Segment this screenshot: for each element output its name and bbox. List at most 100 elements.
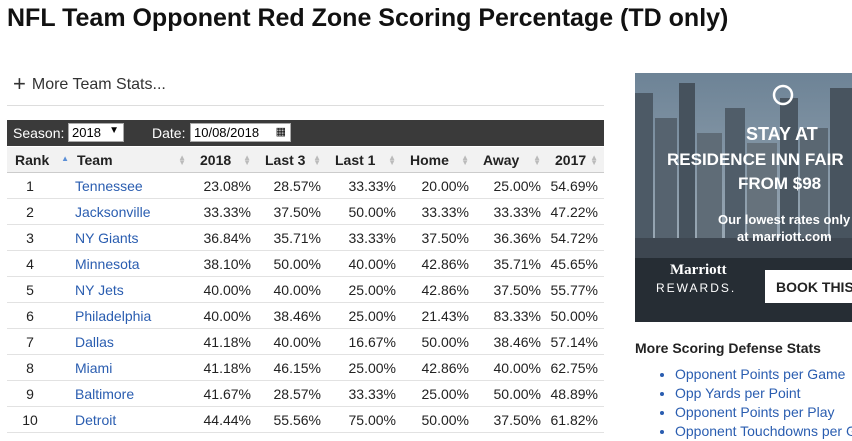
team-cell[interactable]: Miami (69, 354, 192, 381)
value-cell: 61.82% (547, 406, 604, 433)
column-header[interactable]: Away ▲ ▼ (475, 147, 547, 173)
table-row: 10 Detroit 44.44% 55.56% 75.00% 50.00% 37.50% 6… (7, 406, 604, 433)
table-row: 5 NY Jets 40.00% 40.00% 25.00% 42.86% 37.50% 55… (7, 276, 604, 303)
value-cell: 37.50% (475, 406, 547, 433)
season-select[interactable]: 2018 ▼ (68, 123, 124, 142)
advertisement[interactable]: STAY AT RESIDENCE INN FAIR FROM $98 Our … (635, 73, 852, 322)
value-cell: 16.67% (327, 328, 402, 355)
value-cell: 21.43% (402, 302, 475, 329)
value-cell: 50.00% (257, 250, 327, 277)
value-cell: 83.33% (475, 302, 547, 329)
value-cell: 33.33% (475, 198, 547, 225)
value-cell: 75.00% (327, 406, 402, 433)
value-cell: 50.00% (402, 406, 475, 433)
value-cell: 25.00% (402, 380, 475, 407)
ad-cta[interactable]: BOOK THIS (776, 279, 852, 295)
column-header[interactable]: Team ▲ ▼ (69, 147, 192, 173)
team-cell[interactable]: NY Jets (69, 276, 192, 303)
sort-icon: ▲ ▼ (590, 153, 598, 167)
dropdown-arrow: ▼ (109, 125, 119, 136)
team-cell[interactable]: Tennessee (69, 172, 192, 199)
value-cell: 38.46% (257, 302, 327, 329)
value-cell: 57.14% (547, 328, 604, 355)
value-cell: 54.72% (547, 224, 604, 251)
page-title: NFL Team Opponent Red Zone Scoring Perce… (7, 4, 729, 32)
date-label: Date: (152, 125, 186, 141)
sort-icon: ▲ ▼ (243, 153, 251, 167)
rank-cell: 1 (7, 172, 69, 199)
more-stats-text[interactable]: More Team Stats... (31, 76, 166, 93)
value-cell: 42.86% (402, 354, 475, 381)
value-cell: 25.00% (327, 302, 402, 329)
sort-icon: ▲ ▼ (388, 153, 396, 167)
value-cell: 33.33% (192, 198, 257, 225)
value-cell: 25.00% (327, 354, 402, 381)
season-value: 2018 (72, 125, 101, 140)
team-cell[interactable]: Baltimore (69, 380, 192, 407)
value-cell: 23.08% (192, 172, 257, 199)
sidebar-link[interactable]: Opponent Points per Play (675, 403, 852, 422)
sort-icon: ▲ ▼ (178, 153, 186, 167)
ad-brand: REWARDS. (656, 281, 737, 295)
value-cell: 38.10% (192, 250, 257, 277)
value-cell: 33.33% (402, 198, 475, 225)
column-header-text: Team (77, 151, 113, 168)
column-header[interactable]: 2018 ▲ ▼ (192, 147, 257, 173)
ad-line: at marriott.com (737, 229, 832, 244)
value-cell: 40.00% (192, 302, 257, 329)
more-stats-link[interactable]: + More Team Stats... (13, 71, 166, 97)
rank-cell: 5 (7, 276, 69, 303)
ad-line: RESIDENCE INN FAIR (667, 150, 844, 169)
value-cell: 50.00% (327, 198, 402, 225)
team-cell[interactable]: Minnesota (69, 250, 192, 277)
column-header-text: Last 1 (335, 151, 376, 168)
rank-cell: 9 (7, 380, 69, 407)
value-cell: 20.00% (402, 172, 475, 199)
sort-icon: ▲ ▼ (461, 153, 469, 167)
ad-graphic (635, 73, 852, 322)
team-cell[interactable]: NY Giants (69, 224, 192, 251)
column-header[interactable]: 2017 ▲ ▼ (547, 147, 604, 173)
team-cell[interactable]: Jacksonville (69, 198, 192, 225)
value-cell: 40.00% (475, 354, 547, 381)
ad-line: FROM $98 (738, 174, 822, 193)
value-cell: 33.33% (327, 172, 402, 199)
ad-line: STAY AT (746, 124, 818, 144)
column-header[interactable]: Last 1 ▲ ▼ (327, 147, 402, 173)
value-cell: 35.71% (257, 224, 327, 251)
sidebar-link[interactable]: Opp Yards per Point (675, 384, 852, 403)
value-cell: 40.00% (327, 250, 402, 277)
divider (7, 105, 604, 106)
value-cell: 42.86% (402, 276, 475, 303)
column-header-text: Last 3 (265, 151, 306, 168)
column-header[interactable]: Last 3 ▲ ▼ (257, 147, 327, 173)
value-cell: 28.57% (257, 172, 327, 199)
sidebar-link[interactable]: Opponent Points per Game (675, 365, 852, 384)
table-row: 1 Tennessee 23.08% 28.57% 33.33% 20.00% 25.00%… (7, 172, 604, 199)
value-cell: 37.50% (257, 198, 327, 225)
team-cell[interactable]: Dallas (69, 328, 192, 355)
ad-text: STAY AT RESIDENCE INN FAIR FROM $98 Our … (635, 73, 852, 322)
team-cell[interactable]: Detroit (69, 406, 192, 433)
team-cell[interactable]: Philadelphia (69, 302, 192, 329)
table-row: 7 Dallas 41.18% 40.00% 16.67% 50.00% 38.46% 57.… (7, 328, 604, 355)
column-header[interactable]: Rank ▲ (7, 147, 69, 173)
sort-icon: ▲ ▼ (533, 153, 541, 167)
table-row: 4 Minnesota 38.10% 50.00% 40.00% 42.86% 35.71%… (7, 250, 604, 277)
column-header-text: Rank (15, 151, 50, 168)
value-cell: 33.33% (327, 380, 402, 407)
value-cell: 50.00% (547, 302, 604, 329)
table-row: 6 Philadelphia 40.00% 38.46% 25.00% 21.43% 83.… (7, 302, 604, 329)
column-header[interactable]: Home ▲ ▼ (402, 147, 475, 173)
table-body: 1 Tennessee 23.08% 28.57% 33.33% 20.00% 25.00%… (7, 172, 604, 433)
value-cell: 25.00% (475, 172, 547, 199)
column-header-text: Away (483, 151, 520, 168)
value-cell: 40.00% (257, 328, 327, 355)
date-input[interactable]: 10/08/2018 ▦ (190, 123, 291, 142)
value-cell: 37.50% (402, 224, 475, 251)
column-header-text: 2017 (555, 151, 587, 168)
table-row: 3 NY Giants 36.84% 35.71% 33.33% 37.50% 36.36%… (7, 224, 604, 251)
value-cell: 33.33% (327, 224, 402, 251)
sidebar-link[interactable]: Opponent Touchdowns per Game (675, 422, 852, 441)
filter-bar: Season: 2018 ▼ Date: 10/08/2018 ▦ (7, 120, 604, 146)
